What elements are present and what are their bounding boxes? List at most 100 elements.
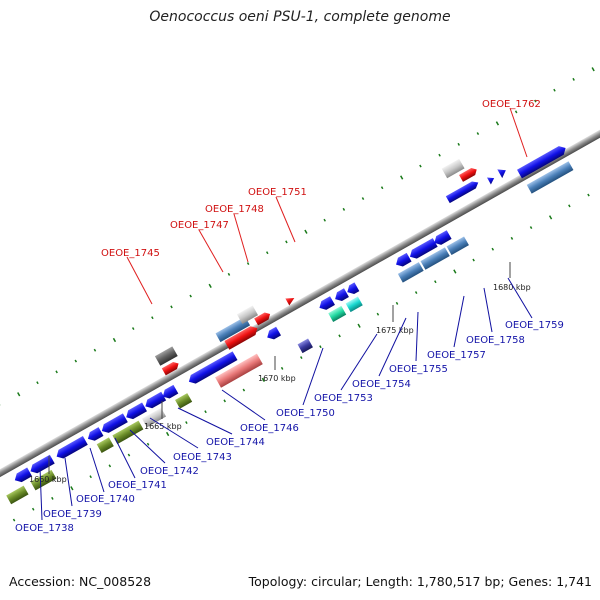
- ruler-tick: [51, 496, 54, 500]
- leader-line: [507, 277, 533, 319]
- leader-line: [149, 417, 199, 449]
- ruler-tick: [265, 251, 269, 255]
- leader-line: [509, 107, 528, 158]
- scale-label-1670: 1670 kbp: [258, 374, 296, 383]
- leader-line: [415, 311, 419, 362]
- gene-block-green: [6, 485, 29, 505]
- leader-line: [453, 295, 465, 348]
- gene-arrow: [285, 298, 295, 306]
- topology-text: Topology: circular; Length: 1,780,517 bp…: [248, 574, 592, 589]
- ruler-tick: [185, 421, 188, 425]
- gene-label-oeoe-1757: OEOE_1757: [427, 350, 486, 361]
- leader-line: [126, 256, 153, 305]
- scale-markers: [48, 262, 511, 474]
- gene-block-green: [30, 469, 57, 491]
- ruler-tick: [514, 110, 518, 114]
- ruler-tick: [419, 164, 422, 168]
- gene-label-oeoe-1747: OEOE_1747: [170, 220, 229, 231]
- gene-arrow: [497, 169, 506, 179]
- gene-block-cyan: [345, 296, 363, 313]
- ruler-tick: [453, 269, 457, 274]
- ruler-tick: [438, 153, 441, 157]
- ruler-tick: [227, 272, 231, 276]
- gene-arrow: [517, 146, 566, 179]
- ruler-tick: [261, 377, 266, 382]
- ruler-tick: [204, 410, 207, 414]
- ruler-tick: [89, 475, 92, 479]
- ruler-tick: [323, 218, 326, 222]
- leader-line: [233, 213, 249, 263]
- ruler-tick: [70, 486, 74, 491]
- leader-line: [221, 389, 266, 421]
- gene-label-oeoe-1744: OEOE_1744: [206, 437, 265, 448]
- outer-strand-features: [154, 146, 566, 376]
- ruler-tick: [395, 301, 399, 305]
- gene-label-oeoe-1762: OEOE_1762: [482, 99, 541, 110]
- genome-backbone: [0, 93, 600, 514]
- gene-label-oeoe-1740: OEOE_1740: [76, 494, 135, 505]
- gene-arrow: [459, 168, 477, 182]
- ruler-tick: [434, 280, 437, 284]
- leader-line: [340, 333, 378, 391]
- ruler-tick: [300, 356, 303, 360]
- leader-line: [114, 437, 136, 479]
- gene-arrow: [319, 296, 335, 310]
- inner-strand-features: [6, 161, 574, 505]
- ruler-tick: [534, 99, 537, 103]
- gene-block-purple: [297, 338, 313, 354]
- ruler-tick: [380, 186, 384, 190]
- gene-block-green: [96, 437, 114, 453]
- genome-band: [0, 67, 600, 522]
- gene-block-green: [175, 393, 193, 409]
- gene-label-oeoe-1745: OEOE_1745: [101, 248, 160, 259]
- gene-arrow: [486, 177, 495, 185]
- ruler-tick: [472, 258, 475, 262]
- gene-arrow: [409, 238, 438, 259]
- ruler-tick: [74, 359, 78, 363]
- ruler-tick: [457, 142, 461, 146]
- gene-label-oeoe-1738: OEOE_1738: [15, 523, 74, 534]
- gene-block-steel: [397, 262, 424, 283]
- ruler-tick: [548, 215, 553, 220]
- ruler-tick: [319, 345, 322, 349]
- gene-block-steel: [526, 161, 574, 194]
- ruler-tick: [476, 132, 480, 136]
- ruler-tick: [491, 247, 495, 251]
- gene-block-gray: [236, 305, 259, 324]
- gene-arrow: [254, 312, 271, 326]
- gene-label-oeoe-1742: OEOE_1742: [140, 466, 199, 477]
- gene-arrow: [56, 436, 88, 459]
- gene-block-steel: [215, 316, 251, 343]
- leader-line: [378, 317, 407, 377]
- gene-label-oeoe-1758: OEOE_1758: [466, 335, 525, 346]
- bottom-leader-lines: [39, 277, 533, 521]
- gene-arrow: [335, 288, 349, 301]
- ruler-tick: [93, 348, 97, 352]
- scale-label-1660: 1660 kbp: [29, 475, 67, 484]
- ruler-tick: [170, 305, 173, 309]
- leader-line: [198, 229, 224, 273]
- gene-label-oeoe-1748: OEOE_1748: [205, 204, 264, 215]
- ruler-tick: [208, 283, 212, 288]
- leader-line: [39, 467, 43, 521]
- ruler-tick: [108, 464, 112, 468]
- ruler-tick: [342, 207, 346, 211]
- ruler-tick: [414, 291, 418, 295]
- gene-label-oeoe-1751: OEOE_1751: [248, 187, 307, 198]
- gene-label-oeoe-1753: OEOE_1753: [314, 393, 373, 404]
- ruler-tick: [591, 67, 595, 72]
- gene-block-steel: [420, 247, 450, 270]
- leader-line: [89, 447, 105, 493]
- ruler-tick: [280, 366, 284, 370]
- gene-arrow: [224, 326, 258, 350]
- ruler-tick: [189, 294, 192, 298]
- gene-block-pink: [215, 353, 263, 388]
- ruler-tick: [246, 262, 250, 266]
- scale-label-1680: 1680 kbp: [493, 283, 531, 292]
- gene-arrow: [87, 427, 104, 441]
- gene-block-gray: [441, 158, 465, 179]
- ruler-tick: [55, 370, 58, 374]
- ruler-tick: [400, 175, 404, 180]
- ruler-tick: [285, 240, 288, 244]
